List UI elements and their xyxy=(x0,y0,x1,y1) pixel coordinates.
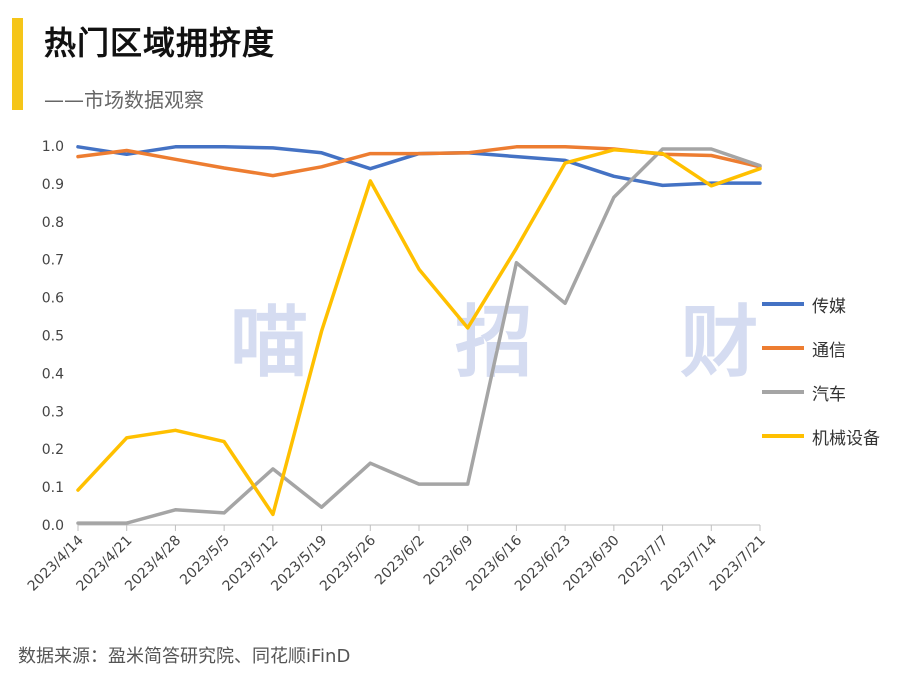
y-tick-label: 0.9 xyxy=(42,177,64,193)
y-tick-label: 0.0 xyxy=(42,518,64,534)
y-tick-label: 0.6 xyxy=(42,291,64,307)
legend-label: 传媒 xyxy=(812,296,846,317)
legend-item: 通信 xyxy=(762,326,880,370)
legend-swatch xyxy=(762,302,804,306)
legend-item: 机械设备 xyxy=(762,414,880,458)
data-source-note: 数据来源：盈米简答研究院、同花顺iFinD xyxy=(18,646,351,667)
y-tick-label: 0.4 xyxy=(42,366,64,382)
series-line-机械设备 xyxy=(76,148,762,517)
legend-swatch xyxy=(762,390,804,394)
y-tick-label: 0.7 xyxy=(42,253,64,269)
y-tick-label: 0.1 xyxy=(42,480,64,496)
page-subtitle: ——市场数据观察 xyxy=(44,88,204,112)
y-tick-label: 0.5 xyxy=(42,329,64,345)
chart-legend: 传媒通信汽车机械设备 xyxy=(762,282,880,458)
legend-swatch xyxy=(762,434,804,438)
legend-label: 汽车 xyxy=(812,384,846,405)
legend-swatch xyxy=(762,346,804,350)
title-accent-bar xyxy=(12,18,23,110)
series-line-汽车 xyxy=(76,147,762,525)
legend-item: 传媒 xyxy=(762,282,880,326)
legend-item: 汽车 xyxy=(762,370,880,414)
y-tick-label: 0.2 xyxy=(42,442,64,458)
y-tick-label: 1.0 xyxy=(42,139,64,155)
x-tick-label: 2023/6/2 xyxy=(372,533,428,589)
legend-label: 通信 xyxy=(812,340,846,361)
series-line-通信 xyxy=(76,145,762,178)
legend-label: 机械设备 xyxy=(812,428,880,449)
page-title: 热门区域拥挤度 xyxy=(44,24,276,62)
y-tick-label: 0.8 xyxy=(42,215,64,231)
y-tick-label: 0.3 xyxy=(42,404,64,420)
